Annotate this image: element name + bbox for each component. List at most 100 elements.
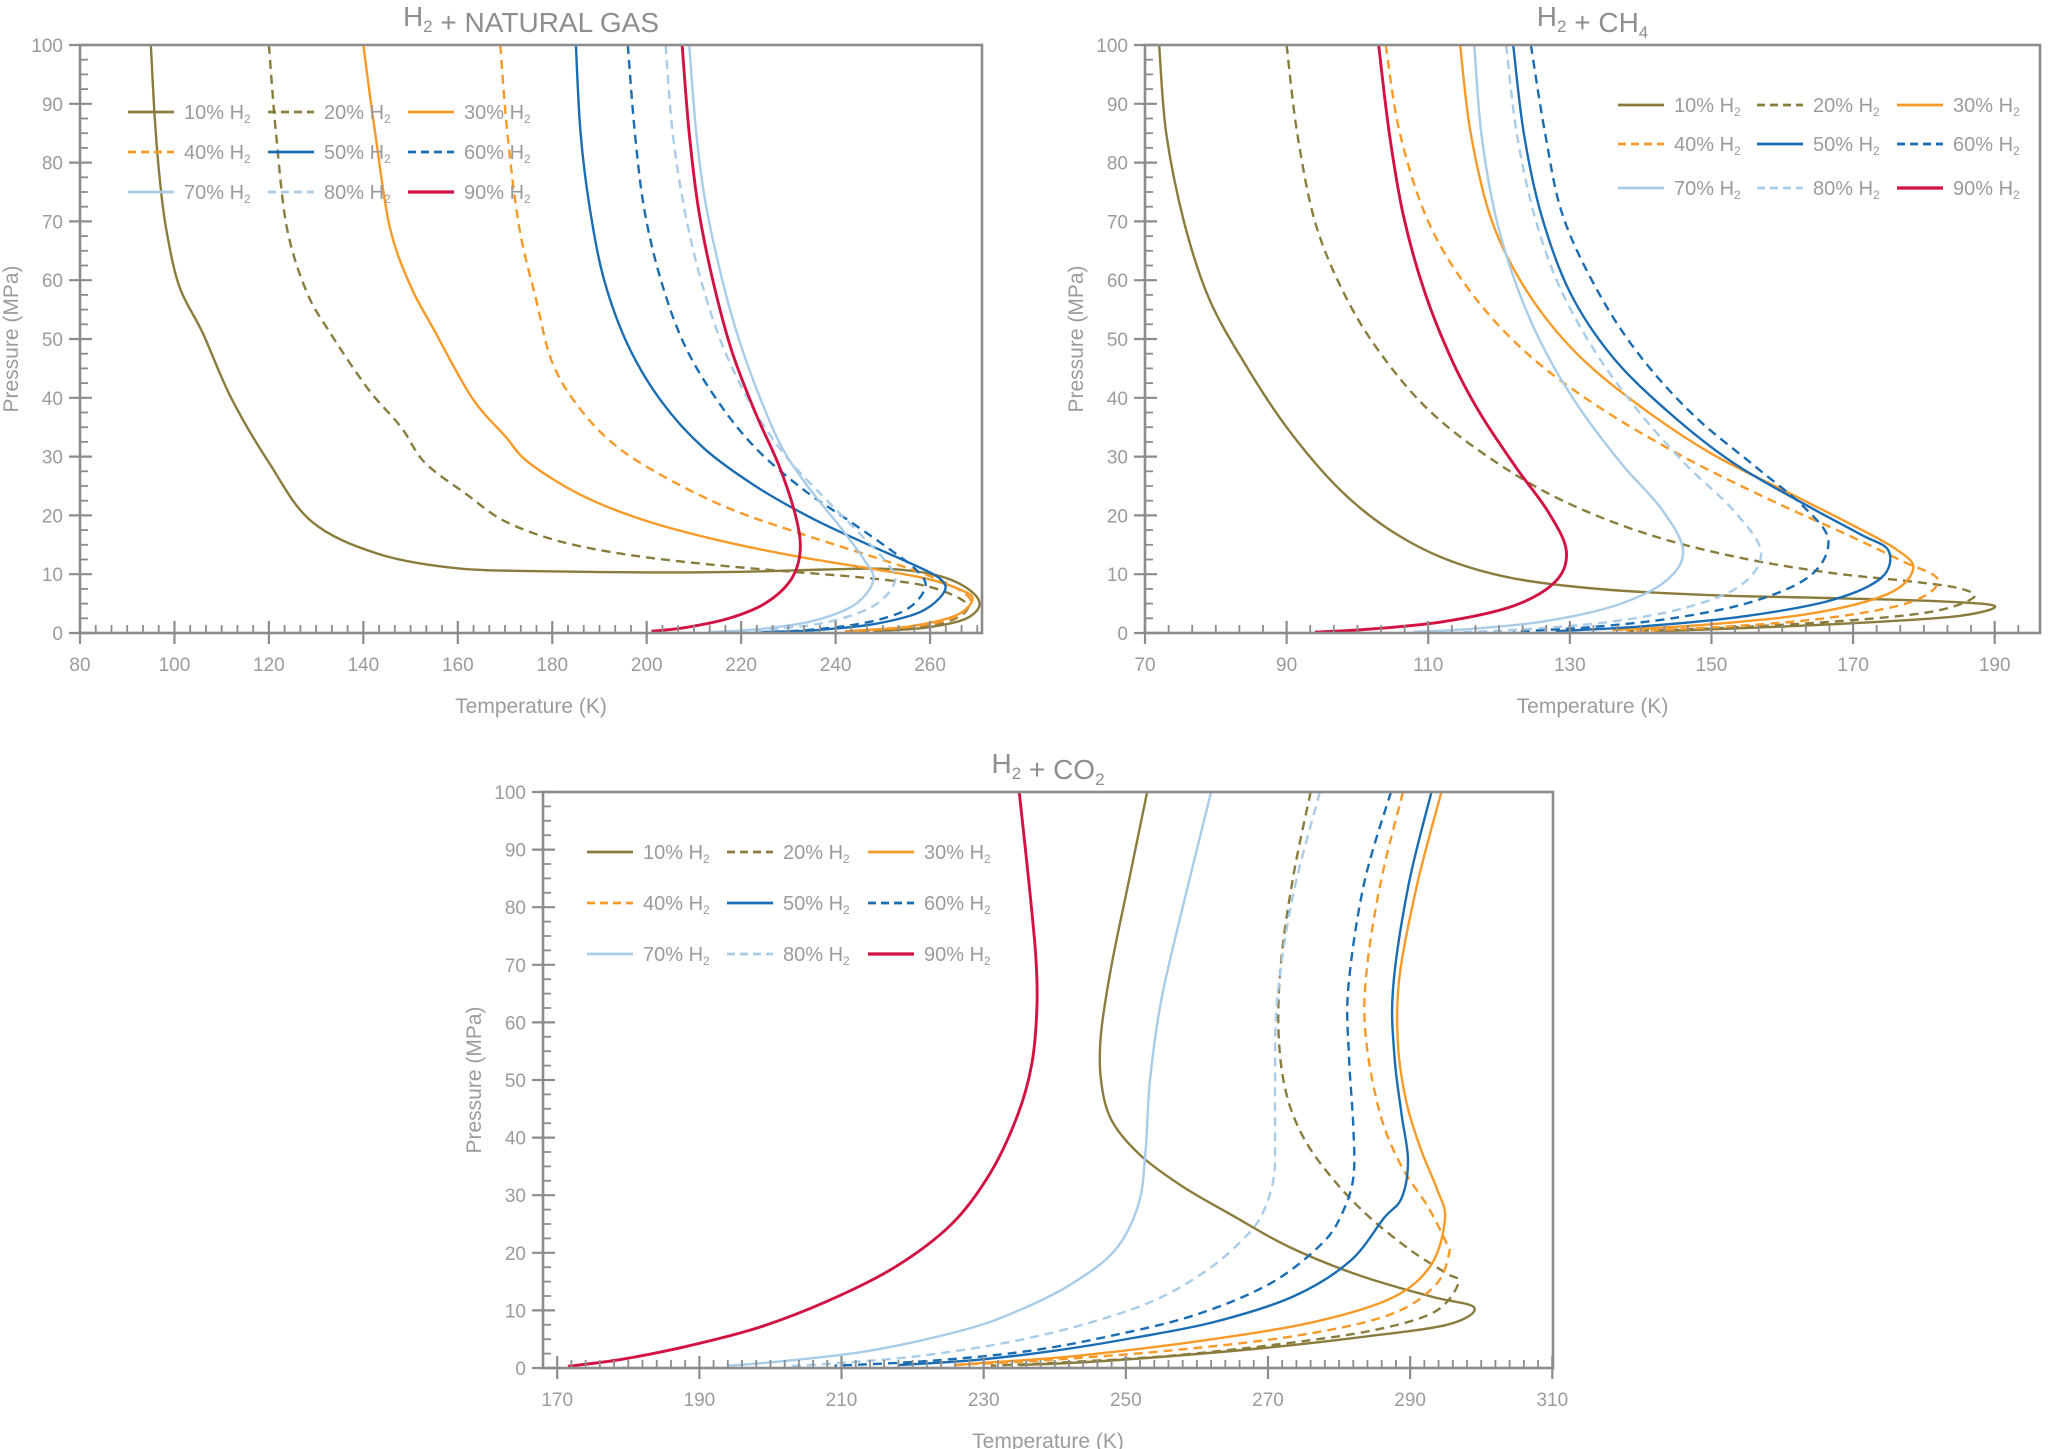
legend-item-20-h-2: 20% H2 [1757,95,1880,119]
y-axis-label-h2-ch4: Pressure (MPa) [1065,265,1088,412]
chart-title-h2-ch4: H2 + CH4 [1537,1,1649,42]
x-tick-label: 110 [1413,655,1443,676]
x-tick-label: 220 [725,655,757,676]
y-tick-label: 90 [1107,95,1128,116]
y-axis-label-h2-co2: Pressure (MPa) [463,1006,486,1153]
legend-h2-co2: 10% H2 20% H2 30% H2 40% H2 50% H2 60% H2 70% … [587,842,991,968]
y-tick-label: 70 [42,212,63,233]
legend-label: 40% H2 [643,893,710,917]
legend-item-80-h-2: 80% H2 [1757,178,1880,202]
x-axis-label-h2-co2: Temperature (K) [972,1430,1124,1449]
curve-50-h-2-h2-co2 [898,792,1433,1367]
x-tick-label: 290 [1394,1390,1426,1411]
y-tick-label: 30 [1107,448,1128,469]
x-axis-label-h2-natural-gas: Temperature (K) [455,695,607,718]
legend-h2-natural-gas: 10% H2 20% H2 30% H2 40% H2 50% H2 60% H2 70% … [128,102,531,206]
x-axis-label-h2-ch4: Temperature (K) [1517,695,1669,718]
y-axis-label-h2-natural-gas: Pressure (MPa) [0,265,23,412]
legend-label: 20% H2 [1813,95,1880,119]
legend-label: 40% H2 [1674,134,1741,158]
plot-curves-h2-natural-gas [149,45,981,633]
legend-label: 30% H2 [924,842,991,866]
curve-60-h-2-h2-natural-gas [626,45,927,633]
legend-label: 50% H2 [783,893,850,917]
y-tick-label: 60 [505,1013,526,1034]
legend-item-10-h-2: 10% H2 [128,102,251,126]
curve-10-h-2-h2-co2 [1019,792,1476,1367]
legend-label: 60% H2 [464,142,531,166]
y-tick-label: 50 [505,1071,526,1092]
legend-label: 50% H2 [324,142,391,166]
x-tick-label: 250 [1110,1390,1142,1411]
x-tick-label: 180 [536,655,568,676]
legend-item-30-h-2: 30% H2 [868,842,991,866]
x-tick-label: 100 [159,655,191,676]
x-tick-label: 190 [1979,655,2011,676]
x-tick-label: 120 [253,655,285,676]
legend-h2-ch4: 10% H2 20% H2 30% H2 40% H2 50% H2 60% H2 70% … [1618,95,2020,202]
curve-80-h-2-h2-ch4 [1463,45,1763,633]
legend-label: 20% H2 [783,842,850,866]
legend-label: 50% H2 [1813,134,1880,158]
legend-label: 80% H2 [324,182,391,206]
legend-label: 30% H2 [464,102,531,126]
legend-item-40-h-2: 40% H2 [587,893,710,917]
curve-20-h-2-h2-ch4 [1285,45,1976,633]
legend-item-20-h-2: 20% H2 [727,842,850,866]
chart-title-h2-natural-gas: H2 + NATURAL GAS [403,1,659,38]
legend-item-90-h-2: 90% H2 [868,944,991,968]
legend-label: 70% H2 [643,944,710,968]
legend-label: 80% H2 [783,944,850,968]
legend-item-80-h-2: 80% H2 [727,944,850,968]
x-tick-label: 260 [914,655,946,676]
legend-label: 10% H2 [1674,95,1741,119]
x-tick-label: 240 [820,655,852,676]
legend-label: 20% H2 [324,102,391,126]
curve-80-h-2-h2-co2 [784,792,1322,1368]
y-tick-label: 20 [505,1244,526,1265]
y-tick-label: 20 [1107,506,1128,527]
curve-20-h-2-h2-natural-gas [267,45,970,633]
y-tick-label: 60 [1107,271,1128,292]
legend-item-70-h-2: 70% H2 [587,944,710,968]
y-tick-label: 80 [42,154,63,175]
legend-item-40-h-2: 40% H2 [128,142,251,166]
curve-50-h-2-h2-ch4 [1512,45,1892,633]
legend-item-70-h-2: 70% H2 [128,182,251,206]
y-tick-label: 60 [42,271,63,292]
legend-item-60-h-2: 60% H2 [1897,134,2020,158]
legend-item-90-h-2: 90% H2 [1897,178,2020,202]
x-tick-label: 150 [1696,655,1728,676]
plot-border-h2-natural-gas [78,43,984,635]
curve-90-h-2-h2-co2 [567,792,1039,1368]
curve-10-h-2-h2-natural-gas [149,45,981,633]
curve-70-h-2-h2-natural-gas [688,45,875,633]
legend-label: 80% H2 [1813,178,1880,202]
x-tick-label: 130 [1554,655,1586,676]
legend-label: 90% H2 [1953,178,2020,202]
plot-border-h2-ch4 [1143,43,2042,635]
legend-label: 30% H2 [1953,95,2020,119]
x-tick-label: 70 [1134,655,1155,676]
x-tick-label: 230 [968,1390,1000,1411]
legend-label: 90% H2 [464,182,531,206]
chart-h2-co2: H2 + CO2 170 190 210 230 250 270 290 310 0 10 20 30 4… [463,748,1568,1449]
legend-label: 40% H2 [184,142,251,166]
y-tick-label: 100 [494,783,526,804]
plot-curves-h2-co2 [567,792,1476,1368]
legend-item-90-h-2: 90% H2 [408,182,531,206]
curve-40-h-2-h2-natural-gas [499,45,972,633]
y-tick-label: 30 [42,448,63,469]
curve-20-h-2-h2-co2 [990,792,1460,1367]
legend-item-10-h-2: 10% H2 [1618,95,1741,119]
curve-30-h-2-h2-natural-gas [362,45,974,633]
y-tick-label: 40 [42,389,63,410]
legend-item-70-h-2: 70% H2 [1618,178,1741,202]
y-tick-label: 10 [1107,565,1128,586]
x-tick-label: 170 [1837,655,1869,676]
y-tick-label: 70 [1107,212,1128,233]
curve-50-h-2-h2-natural-gas [574,45,947,633]
legend-item-80-h-2: 80% H2 [268,182,391,206]
x-tick-label: 200 [631,655,663,676]
y-tick-label: 10 [42,565,63,586]
